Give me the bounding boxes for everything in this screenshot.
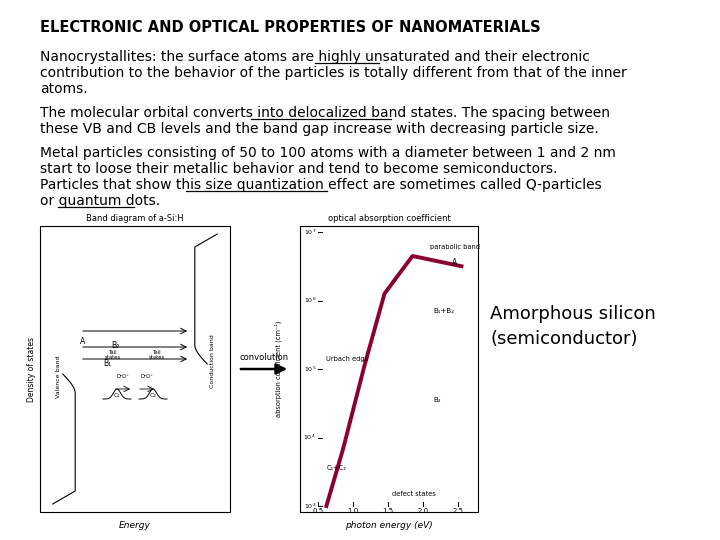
Text: A: A: [81, 336, 86, 346]
Text: Tail
states: Tail states: [105, 349, 121, 360]
Text: A: A: [452, 258, 458, 267]
Text: start to loose their metallic behavior and tend to become semiconductors.: start to loose their metallic behavior a…: [40, 162, 557, 176]
Text: Conduction band: Conduction band: [210, 334, 215, 388]
Text: Metal particles consisting of 50 to 100 atoms with a diameter between 1 and 2 nm: Metal particles consisting of 50 to 100 …: [40, 146, 616, 160]
Text: D⁰D⁺: D⁰D⁺: [117, 375, 130, 380]
Text: contribution to the behavior of the particles is totally different from that of : contribution to the behavior of the part…: [40, 66, 626, 80]
Text: or quantum dots.: or quantum dots.: [40, 194, 160, 208]
Text: ELECTRONIC AND OPTICAL PROPERTIES OF NANOMATERIALS: ELECTRONIC AND OPTICAL PROPERTIES OF NAN…: [40, 20, 541, 35]
Text: B₁+B₂: B₁+B₂: [433, 308, 454, 314]
Text: Energy: Energy: [119, 521, 151, 530]
Text: B₂: B₂: [111, 341, 119, 349]
Text: parabolic band: parabolic band: [430, 244, 480, 250]
Text: Amorphous silicon
(semiconductor): Amorphous silicon (semiconductor): [490, 305, 656, 348]
Text: B₂: B₂: [433, 397, 441, 403]
Text: D⁰D⁺: D⁰D⁺: [140, 375, 153, 380]
Text: 2.0: 2.0: [418, 508, 428, 514]
Text: 10$^{3}$: 10$^{3}$: [304, 501, 316, 511]
Text: photon energy (eV): photon energy (eV): [345, 521, 433, 530]
Text: 10$^{5}$: 10$^{5}$: [304, 364, 316, 374]
Text: Urbach edge: Urbach edge: [326, 356, 369, 362]
Text: Particles that show this size quantization effect are sometimes called Q-particl: Particles that show this size quantizati…: [40, 178, 602, 192]
Text: these VB and CB levels and the band gap increase with decreasing particle size.: these VB and CB levels and the band gap …: [40, 122, 599, 136]
Text: C₂: C₂: [150, 393, 156, 398]
Text: Tail
states: Tail states: [149, 349, 165, 360]
Text: 10$^{6}$: 10$^{6}$: [304, 296, 316, 305]
Text: B₁: B₁: [103, 359, 111, 368]
Text: C₁+C₂: C₁+C₂: [326, 465, 346, 471]
Text: 10$^{4}$: 10$^{4}$: [304, 433, 316, 442]
Text: atoms.: atoms.: [40, 82, 88, 96]
Text: Density of states: Density of states: [27, 336, 35, 402]
Text: C₁: C₁: [114, 393, 120, 398]
Bar: [300, 226, 478, 512]
Text: Nanocrystallites: the surface atoms are highly unsaturated and their electronic: Nanocrystallites: the surface atoms are …: [40, 50, 590, 64]
Text: 0.5: 0.5: [312, 508, 323, 514]
Text: 2.5: 2.5: [452, 508, 464, 514]
Text: 10$^{7}$: 10$^{7}$: [304, 227, 316, 237]
Text: 1.5: 1.5: [382, 508, 394, 514]
Text: defect states: defect states: [392, 491, 436, 497]
Text: The molecular orbital converts into delocalized band states. The spacing between: The molecular orbital converts into delo…: [40, 106, 610, 120]
Bar: [40, 226, 230, 512]
Text: optical absorption coefficient: optical absorption coefficient: [328, 214, 451, 223]
Text: Band diagram of a-Si:H: Band diagram of a-Si:H: [86, 214, 184, 223]
Text: absorption coefficient (cm⁻¹): absorption coefficient (cm⁻¹): [274, 321, 282, 417]
Text: Valence band: Valence band: [55, 356, 60, 399]
Text: convolution: convolution: [240, 353, 289, 362]
Text: 1.0: 1.0: [347, 508, 359, 514]
